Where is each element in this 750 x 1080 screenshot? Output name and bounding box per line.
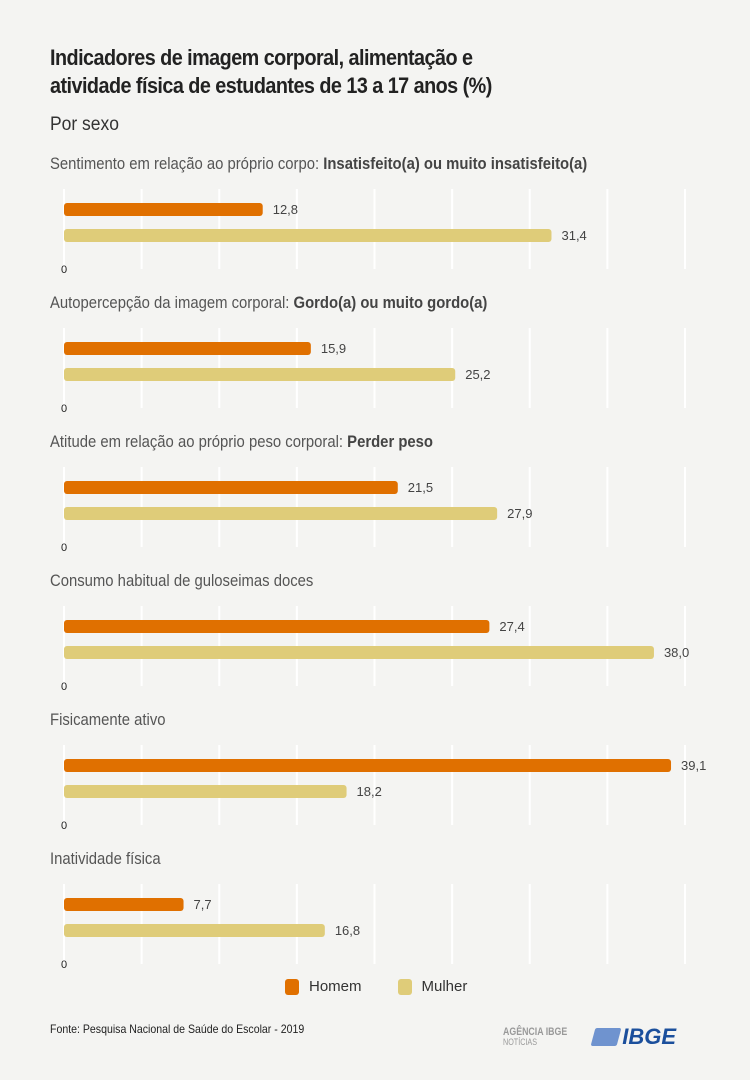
bar-homem: [64, 620, 490, 633]
panel-title: Inatividade física: [50, 850, 161, 868]
legend-label-mulher: Mulher: [421, 978, 468, 995]
chart-title: Indicadores de imagem corporal, alimenta…: [50, 45, 492, 98]
data-label: 21,5: [408, 480, 433, 495]
panel-2: Atitude em relação ao próprio peso corpo…: [0, 433, 750, 572]
legend-item-mulher: Mulher: [397, 978, 468, 995]
bar-mulher: [64, 646, 654, 659]
panel-chart: 39,1 18,2 0: [61, 745, 706, 832]
bar-mulher: [64, 229, 552, 242]
data-label: 15,9: [321, 341, 346, 356]
panel-4: Fisicamente ativo 39,1 18,2 0: [0, 711, 750, 850]
bar-homem: [64, 759, 672, 772]
panel-0: Sentimento em relação ao próprio corpo: …: [0, 155, 750, 294]
bar-homem: [64, 342, 311, 355]
data-label: 12,8: [273, 202, 298, 217]
axis-zero-label: 0: [61, 403, 67, 415]
legend: Homem Mulher: [285, 978, 467, 995]
logos: AGÊNCIA IBGE NOTÍCIAS IBGE: [503, 1024, 676, 1050]
bar-mulher: [64, 785, 347, 798]
panel-title: Autopercepção da imagem corporal: Gordo(…: [50, 294, 488, 312]
data-label: 31,4: [561, 228, 586, 243]
panel-5: Inatividade física 7,7 16,8 0: [0, 850, 750, 989]
panel-3: Consumo habitual de guloseimas doces 27,4…: [0, 572, 750, 711]
panel-chart: 27,4 38,0 0: [61, 606, 689, 693]
bar-mulher: [64, 507, 498, 520]
source-note: Fonte: Pesquisa Nacional de Saúde do Esc…: [50, 1022, 305, 1036]
bar-mulher: [64, 924, 325, 937]
panel-title: Fisicamente ativo: [50, 711, 166, 729]
panel-title: Sentimento em relação ao próprio corpo: …: [50, 155, 588, 173]
panel-chart: 21,5 27,9 0: [61, 467, 686, 554]
axis-zero-label: 0: [61, 542, 67, 554]
panel-chart: 15,9 25,2 0: [61, 328, 686, 415]
chart-subtitle: Por sexo: [50, 114, 119, 135]
axis-zero-label: 0: [61, 820, 67, 832]
panel-title: Atitude em relação ao próprio peso corpo…: [50, 433, 434, 451]
panel-chart: 7,7 16,8 0: [61, 884, 686, 971]
bar-homem: [64, 203, 263, 216]
panel-title: Consumo habitual de guloseimas doces: [50, 572, 314, 590]
ibge-logo: IBGE: [590, 1024, 676, 1050]
data-label: 16,8: [335, 923, 360, 938]
legend-label-homem: Homem: [309, 978, 362, 995]
data-label: 38,0: [664, 645, 689, 660]
data-label: 27,4: [499, 619, 524, 634]
axis-zero-label: 0: [61, 959, 67, 971]
data-label: 39,1: [681, 758, 706, 773]
axis-zero-label: 0: [61, 264, 67, 276]
axis-zero-label: 0: [61, 681, 67, 693]
data-label: 25,2: [465, 367, 490, 382]
bar-mulher: [64, 368, 456, 381]
panel-1: Autopercepção da imagem corporal: Gordo(…: [0, 294, 750, 433]
data-label: 27,9: [507, 506, 532, 521]
panel-chart: 12,8 31,4 0: [61, 189, 686, 276]
agencia-ibge-logo: AGÊNCIA IBGE NOTÍCIAS: [503, 1026, 568, 1048]
legend-item-homem: Homem: [285, 978, 362, 995]
legend-swatch-homem: [285, 978, 299, 995]
bar-homem: [64, 481, 398, 494]
ibge-mark-icon: [590, 1028, 622, 1046]
data-label: 7,7: [194, 897, 212, 912]
data-label: 18,2: [357, 784, 382, 799]
legend-swatch-mulher: [397, 978, 412, 995]
bar-homem: [64, 898, 184, 911]
